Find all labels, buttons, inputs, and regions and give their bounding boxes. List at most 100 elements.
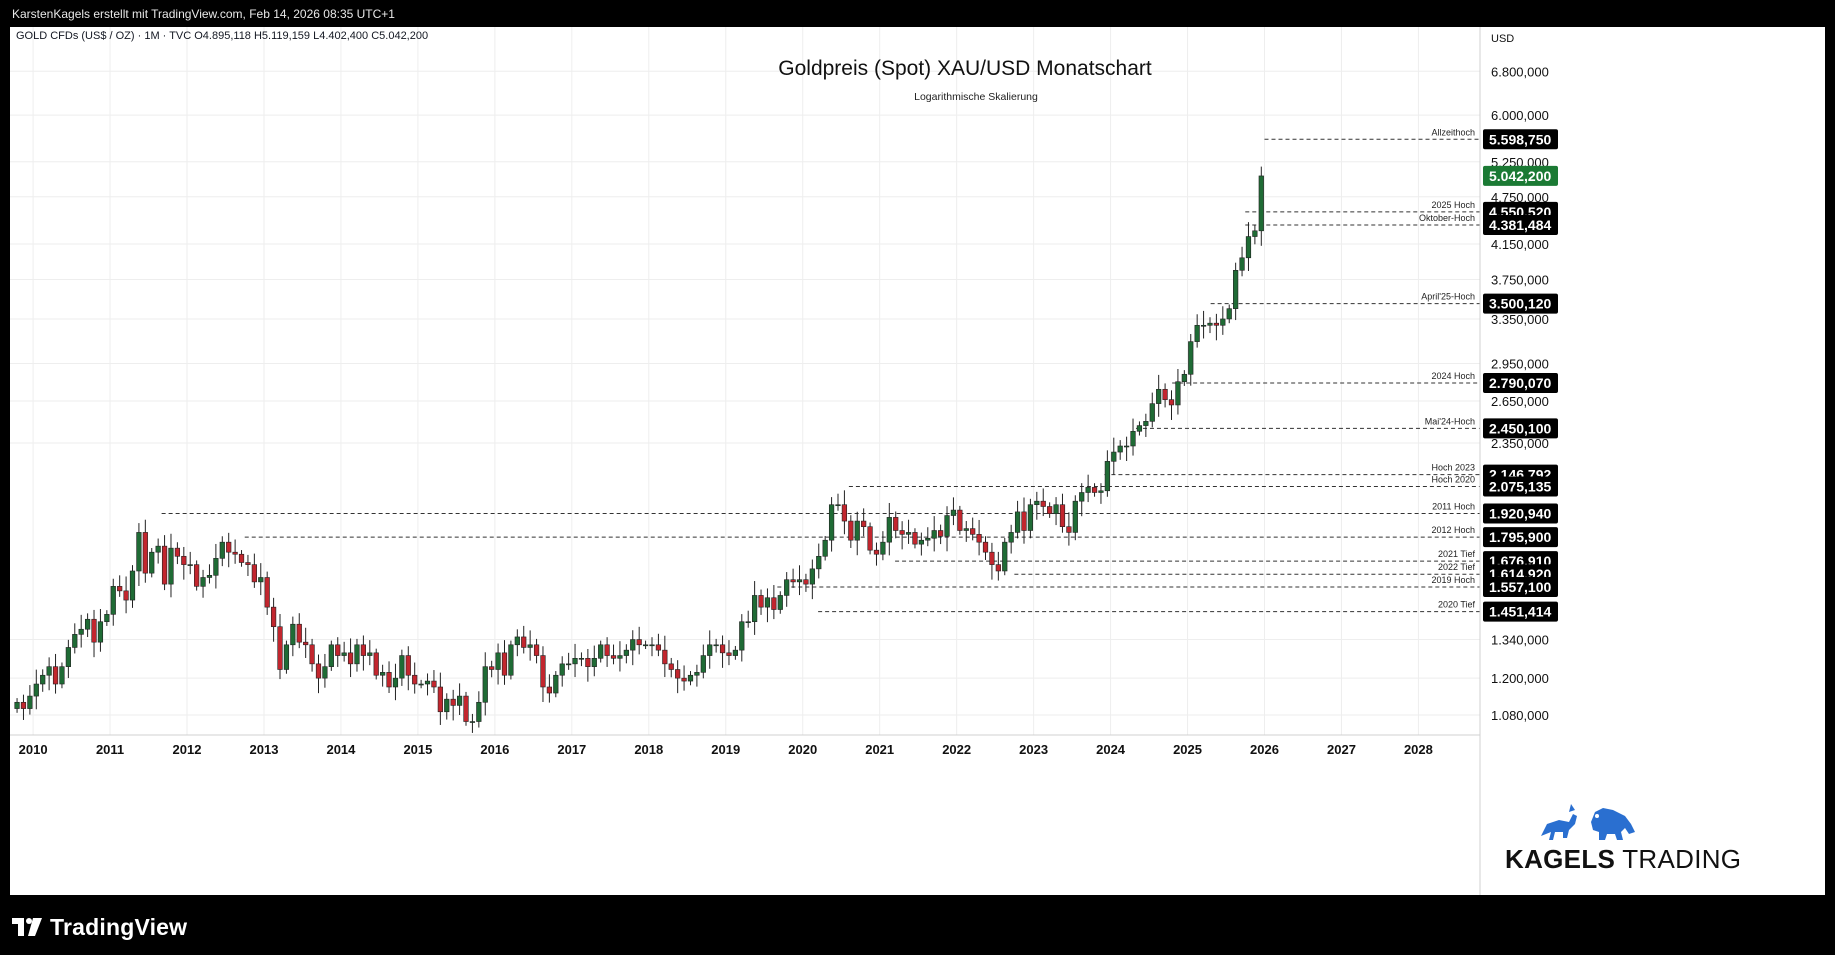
candle-down — [226, 541, 232, 553]
y-tick-label: 6.000,000 — [1491, 108, 1549, 123]
candle-up — [40, 674, 46, 685]
candle-down — [277, 626, 283, 670]
price-label[interactable]: 3.500,120 — [1483, 293, 1558, 314]
candle-up — [1002, 541, 1008, 572]
candle-up — [97, 621, 104, 643]
horizontal-levels: Allzeithoch 2025 Hoch Oktober-Hoch April'25… — [161, 127, 1480, 613]
chart-area[interactable]: Allzeithoch 2025 Hoch Oktober-Hoch April'25… — [10, 27, 1825, 895]
candle-down — [604, 644, 610, 656]
candle-down — [412, 674, 418, 685]
candle-up — [354, 644, 360, 665]
candle-up — [380, 672, 386, 676]
price-label-text: 2.790,070 — [1489, 375, 1551, 391]
candle-up — [1188, 341, 1194, 375]
candle-up — [764, 597, 771, 608]
price-label[interactable]: 2.075,135 — [1483, 476, 1558, 497]
price-label[interactable]: 1.920,940 — [1483, 503, 1558, 524]
candle-up — [854, 520, 860, 541]
candle-down — [899, 530, 905, 535]
candle-down — [771, 597, 777, 610]
candle-down — [1047, 506, 1053, 515]
price-label[interactable]: 1.795,900 — [1483, 527, 1558, 548]
x-tick-label: 2013 — [250, 742, 279, 757]
price-label[interactable]: 2.790,070 — [1483, 372, 1558, 393]
price-label[interactable]: 1.557,100 — [1483, 577, 1558, 598]
tradingview-logo-text[interactable]: TradingView — [50, 913, 188, 940]
candle-up — [78, 628, 84, 635]
candle-up — [1258, 175, 1264, 232]
price-label-bg — [1483, 527, 1558, 548]
candle-up — [476, 701, 482, 722]
candle-down — [123, 590, 129, 601]
tradingview-footer[interactable]: TradingView — [12, 912, 187, 942]
x-tick-label: 2010 — [19, 742, 48, 757]
candle-up — [283, 644, 290, 670]
x-tick-label: 2024 — [1096, 742, 1126, 757]
level-name: Oktober-Hoch — [1419, 213, 1475, 223]
brand-name-light: TRADING — [1622, 844, 1742, 874]
candle-down — [893, 517, 899, 531]
chart-subtitle: Logarithmische Skalierung — [914, 91, 1038, 103]
candle-down — [489, 666, 495, 670]
candle-up — [341, 652, 347, 656]
price-label[interactable]: 1.451,414 — [1483, 601, 1558, 622]
x-tick-label: 2012 — [173, 742, 202, 757]
level-name: 2011 Hoch — [1432, 502, 1475, 512]
price-label[interactable]: 4.381,484 — [1483, 215, 1558, 236]
x-tick-label: 2020 — [788, 742, 817, 757]
candle-down — [976, 534, 982, 543]
candle-down — [309, 644, 315, 665]
candle-up — [136, 532, 142, 572]
candle-up — [527, 644, 533, 648]
candle-up — [1156, 388, 1162, 404]
y-tick-label: 2.950,000 — [1491, 356, 1549, 371]
x-tick-label: 2028 — [1404, 742, 1433, 757]
candle-up — [944, 515, 950, 537]
candle-up — [27, 695, 33, 709]
candle-up — [617, 655, 623, 659]
candle-up — [1252, 230, 1258, 237]
candle-up — [835, 504, 841, 507]
candle-up — [1098, 490, 1104, 493]
candle-down — [861, 520, 867, 528]
candle-up — [1130, 430, 1136, 447]
candle-down — [726, 652, 732, 656]
candle-up — [200, 577, 206, 587]
x-tick-label: 2025 — [1173, 742, 1202, 757]
candle-up — [1143, 421, 1149, 426]
candle-down — [938, 530, 944, 537]
candle-up — [1104, 461, 1110, 492]
candle-down — [347, 652, 354, 665]
last-price-label[interactable]: 5.042,200 — [1483, 165, 1558, 186]
price-chart[interactable]: Allzeithoch 2025 Hoch Oktober-Hoch April'25… — [10, 27, 1825, 895]
y-tick-label: 1.080,000 — [1491, 708, 1549, 723]
candle-down — [675, 669, 681, 679]
candle-up — [444, 698, 450, 713]
candle-down — [431, 680, 437, 688]
price-label[interactable]: 5.598,750 — [1483, 129, 1558, 150]
candle-up — [495, 652, 501, 670]
price-label-text: 4.381,484 — [1489, 217, 1551, 233]
candle-up — [1233, 269, 1239, 309]
candle-down — [533, 644, 540, 656]
candle-down — [790, 579, 796, 583]
candle-up — [206, 575, 213, 578]
price-label-bg — [1483, 601, 1558, 622]
y-tick-label: 1.340,000 — [1491, 633, 1549, 648]
chart-attribution: KarstenKagels erstellt mit TradingView.c… — [12, 7, 395, 21]
candle-up — [1008, 532, 1014, 543]
candle-down — [873, 549, 880, 555]
candle-up — [918, 539, 924, 545]
price-label-text: 2.450,100 — [1489, 420, 1551, 436]
y-tick-label: 1.200,000 — [1491, 671, 1549, 686]
x-tick-label: 2011 — [96, 742, 124, 757]
price-label[interactable]: 2.450,100 — [1483, 418, 1558, 439]
y-tick-label: 4.150,000 — [1491, 237, 1549, 252]
candle-up — [155, 545, 161, 553]
candle-up — [566, 663, 572, 666]
candle-down — [117, 586, 123, 592]
level-name: Hoch 2023 — [1431, 463, 1475, 473]
candle-up — [65, 647, 71, 667]
tradingview-logo-icon — [12, 918, 42, 936]
candle-up — [418, 683, 424, 686]
